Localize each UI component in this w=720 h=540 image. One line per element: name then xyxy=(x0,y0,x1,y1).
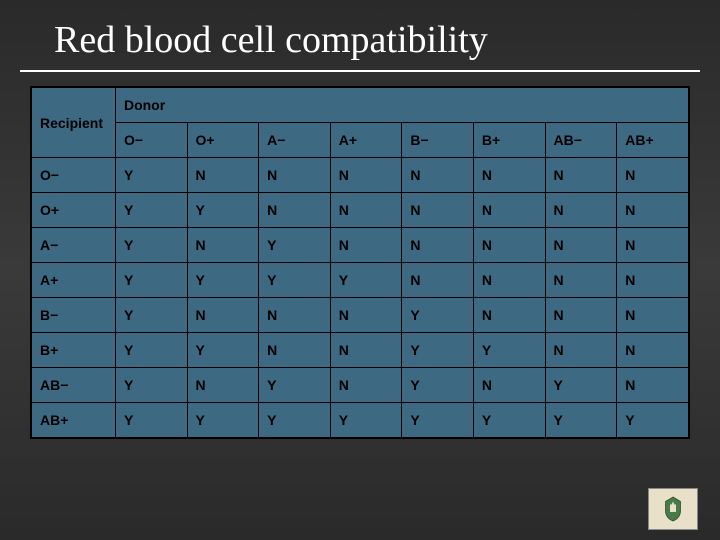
cell: N xyxy=(617,263,689,298)
cell: N xyxy=(259,298,331,333)
cell: N xyxy=(402,228,474,263)
col-header: O+ xyxy=(187,123,259,158)
table-row: AB+ Y Y Y Y Y Y Y Y xyxy=(32,403,689,438)
table-row: O+ Y Y N N N N N N xyxy=(32,193,689,228)
cell: N xyxy=(545,158,617,193)
row-label: O− xyxy=(32,158,116,193)
cell: Y xyxy=(187,403,259,438)
cell: N xyxy=(617,158,689,193)
cell: N xyxy=(473,193,545,228)
cell: Y xyxy=(259,228,331,263)
cell: Y xyxy=(473,333,545,368)
col-header: B− xyxy=(402,123,474,158)
table-header-row-1: Recipient Donor xyxy=(32,88,689,123)
cell: N xyxy=(473,228,545,263)
compatibility-table-wrap: Recipient Donor O− O+ A− A+ B− B+ AB− AB… xyxy=(30,86,690,439)
cell: Y xyxy=(402,333,474,368)
cell: Y xyxy=(115,403,187,438)
cell: N xyxy=(259,158,331,193)
cell: Y xyxy=(115,193,187,228)
col-header: O− xyxy=(115,123,187,158)
cell: N xyxy=(545,193,617,228)
cell: N xyxy=(402,158,474,193)
table-header-row-2: O− O+ A− A+ B− B+ AB− AB+ xyxy=(32,123,689,158)
page-title: Red blood cell compatibility xyxy=(20,0,700,72)
table-row: B− Y N N N Y N N N xyxy=(32,298,689,333)
col-header: B+ xyxy=(473,123,545,158)
cell: N xyxy=(259,333,331,368)
row-label: AB− xyxy=(32,368,116,403)
cell: N xyxy=(473,158,545,193)
cell: Y xyxy=(115,228,187,263)
cell: N xyxy=(473,263,545,298)
row-label: A+ xyxy=(32,263,116,298)
cell: N xyxy=(330,228,402,263)
col-header: AB− xyxy=(545,123,617,158)
table-row: A− Y N Y N N N N N xyxy=(32,228,689,263)
donor-header: Donor xyxy=(115,88,688,123)
cell: N xyxy=(330,158,402,193)
cell: Y xyxy=(545,368,617,403)
cell: N xyxy=(402,263,474,298)
cell: N xyxy=(259,193,331,228)
cell: N xyxy=(187,228,259,263)
table-row: A+ Y Y Y Y N N N N xyxy=(32,263,689,298)
cell: Y xyxy=(545,403,617,438)
cell: N xyxy=(330,193,402,228)
cell: N xyxy=(545,298,617,333)
cell: Y xyxy=(402,403,474,438)
col-header: AB+ xyxy=(617,123,689,158)
cell: N xyxy=(473,368,545,403)
table-row: B+ Y Y N N Y Y N N xyxy=(32,333,689,368)
cell: Y xyxy=(115,368,187,403)
row-label: B+ xyxy=(32,333,116,368)
cell: Y xyxy=(402,368,474,403)
cell: N xyxy=(617,298,689,333)
cell: Y xyxy=(187,263,259,298)
cell: N xyxy=(473,298,545,333)
row-label: AB+ xyxy=(32,403,116,438)
cell: N xyxy=(187,368,259,403)
cell: Y xyxy=(473,403,545,438)
col-header: A+ xyxy=(330,123,402,158)
cell: N xyxy=(402,193,474,228)
table-body: O− Y N N N N N N N O+ Y Y N N N N N N xyxy=(32,158,689,438)
cell: N xyxy=(545,263,617,298)
recipient-header: Recipient xyxy=(32,88,116,158)
cell: N xyxy=(330,333,402,368)
cell: Y xyxy=(330,403,402,438)
cell: N xyxy=(187,158,259,193)
cell: N xyxy=(617,333,689,368)
cell: Y xyxy=(115,158,187,193)
row-label: B− xyxy=(32,298,116,333)
cell: N xyxy=(330,368,402,403)
cell: Y xyxy=(259,368,331,403)
cell: N xyxy=(187,298,259,333)
cell: Y xyxy=(330,263,402,298)
cell: N xyxy=(617,193,689,228)
compatibility-table: Recipient Donor O− O+ A− A+ B− B+ AB− AB… xyxy=(31,87,689,438)
row-label: A− xyxy=(32,228,116,263)
cell: Y xyxy=(402,298,474,333)
cell: N xyxy=(545,333,617,368)
table-row: AB− Y N Y N Y N Y N xyxy=(32,368,689,403)
cell: N xyxy=(617,228,689,263)
cell: Y xyxy=(259,403,331,438)
cell: Y xyxy=(617,403,689,438)
cell: N xyxy=(330,298,402,333)
cell: Y xyxy=(115,263,187,298)
cell: N xyxy=(545,228,617,263)
cell: Y xyxy=(115,298,187,333)
row-label: O+ xyxy=(32,193,116,228)
cell: Y xyxy=(187,193,259,228)
cell: Y xyxy=(115,333,187,368)
cell: Y xyxy=(259,263,331,298)
crest-icon xyxy=(648,488,698,530)
table-row: O− Y N N N N N N N xyxy=(32,158,689,193)
col-header: A− xyxy=(259,123,331,158)
cell: N xyxy=(617,368,689,403)
cell: Y xyxy=(187,333,259,368)
